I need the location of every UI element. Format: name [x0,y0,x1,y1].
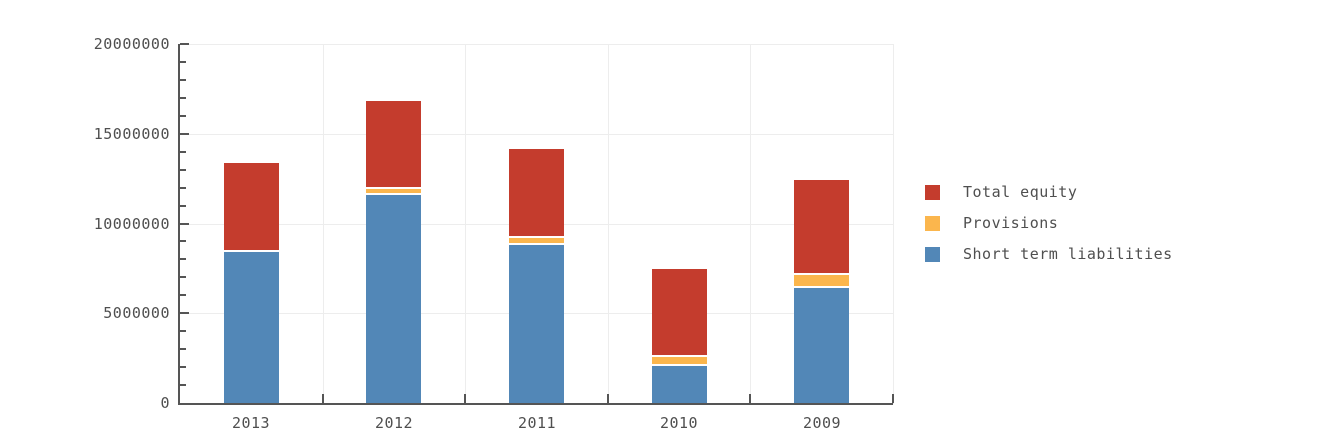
segment-separator [509,236,564,238]
gridline-horizontal [180,44,893,45]
bar-segment-short-term-liabilities-2010 [652,365,707,403]
gridline-vertical [465,44,466,403]
x-tick-label-2009: 2009 [802,414,842,432]
y-tick-label: 5000000 [103,304,170,322]
x-tick-label-2010: 2010 [659,414,699,432]
x-tick-label-2012: 2012 [374,414,414,432]
bar-segment-total-equity-2012 [366,101,421,189]
x-tick [607,394,609,403]
gridline-vertical [750,44,751,403]
y-minor-tick [180,258,186,260]
segment-separator [224,250,279,252]
y-tick-label: 0 [160,394,170,412]
x-tick-label-2011: 2011 [517,414,557,432]
x-axis-line [178,403,893,405]
segment-separator [652,364,707,366]
y-minor-tick [180,294,186,296]
segment-separator [509,243,564,245]
y-minor-tick [180,97,186,99]
y-major-tick [180,223,189,225]
segment-separator [652,355,707,357]
legend-swatch-icon [925,247,940,262]
bar-segment-total-equity-2009 [794,180,849,273]
y-tick-label: 20000000 [93,35,170,53]
y-minor-tick [180,187,186,189]
segment-separator [794,286,849,288]
legend-label: Short term liabilities [963,245,1173,263]
y-minor-tick [180,330,186,332]
legend-swatch-icon [925,216,940,231]
bar-segment-short-term-liabilities-2011 [509,244,564,403]
bar-segment-total-equity-2010 [652,269,707,356]
bar-segment-total-equity-2013 [224,163,279,251]
y-major-tick [180,43,189,45]
y-major-tick [180,312,189,314]
x-tick [322,394,324,403]
segment-separator [366,187,421,189]
y-axis-line [178,44,180,405]
y-tick-label: 15000000 [93,125,170,143]
gridline-vertical [893,44,894,403]
x-tick-label-2013: 2013 [231,414,271,432]
legend-swatch-icon [925,185,940,200]
y-minor-tick [180,61,186,63]
segment-separator [794,273,849,275]
bar-segment-short-term-liabilities-2012 [366,194,421,403]
gridline-horizontal [180,134,893,135]
bar-segment-provisions-2012 [366,188,421,193]
y-minor-tick [180,205,186,207]
gridline-vertical [608,44,609,403]
y-minor-tick [180,384,186,386]
bar-segment-total-equity-2011 [509,149,564,237]
y-minor-tick [180,169,186,171]
legend-label: Provisions [963,214,1059,232]
y-minor-tick [180,151,186,153]
y-minor-tick [180,276,186,278]
x-tick [464,394,466,403]
bar-segment-provisions-2011 [509,237,564,244]
bar-segment-provisions-2009 [794,274,849,287]
gridline-vertical [323,44,324,403]
y-minor-tick [180,366,186,368]
y-major-tick [180,133,189,135]
y-minor-tick [180,240,186,242]
bar-segment-provisions-2010 [652,356,707,365]
legend-label: Total equity [963,183,1078,201]
y-minor-tick [180,79,186,81]
bar-segment-short-term-liabilities-2013 [224,251,279,403]
y-tick-label: 10000000 [93,215,170,233]
x-tick [749,394,751,403]
segment-separator [366,193,421,195]
y-minor-tick [180,348,186,350]
y-minor-tick [180,115,186,117]
bar-segment-short-term-liabilities-2009 [794,287,849,403]
x-tick [892,394,894,403]
